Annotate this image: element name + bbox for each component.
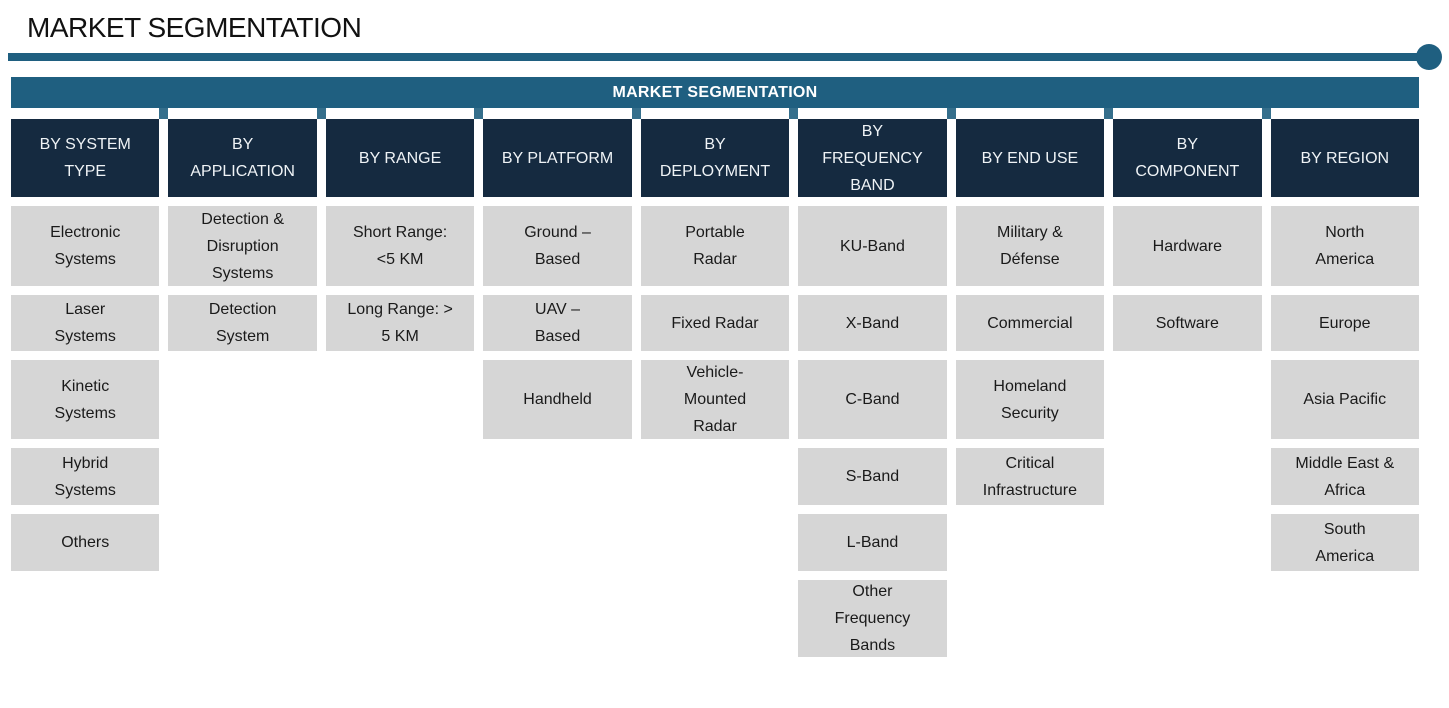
cell-ground-based: Ground – Based [483, 206, 632, 286]
column-header-by-frequency-band: BY FREQUENCY BAND [798, 119, 947, 197]
title-underline-rule [8, 53, 1429, 61]
column-header-by-range: BY RANGE [325, 119, 475, 197]
cell-other-frequency-bands: Other Frequency Bands [798, 580, 947, 657]
column-header-by-application: BY APPLICATION [168, 119, 317, 197]
segmentation-banner: MARKET SEGMENTATION [11, 77, 1419, 108]
column-divider-notch [1104, 108, 1113, 119]
banner-title: MARKET SEGMENTATION [612, 83, 818, 101]
segmentation-grid: BY SYSTEM TYPE BY APPLICATION BY RANGE B… [11, 119, 1419, 657]
cell-l-band: L-Band [798, 514, 947, 571]
cell-military-defense: Military & Défense [955, 206, 1105, 286]
column-divider-notch [789, 108, 798, 119]
cell-x-band: X-Band [798, 295, 947, 351]
column-divider-notch [317, 108, 326, 119]
column-divider-notch [632, 108, 641, 119]
cell-handheld: Handheld [483, 360, 632, 439]
title-underline-dot [1416, 44, 1442, 70]
cell-vehicle-mounted-radar: Vehicle- Mounted Radar [640, 360, 790, 439]
cell-others: Others [11, 514, 160, 571]
cell-electronic-systems: Electronic Systems [11, 206, 160, 286]
column-header-by-deployment: BY DEPLOYMENT [640, 119, 790, 197]
column-header-by-platform: BY PLATFORM [483, 119, 632, 197]
column-divider-notch [159, 108, 168, 119]
cell-short-range: Short Range: <5 KM [325, 206, 475, 286]
cell-s-band: S-Band [798, 448, 947, 505]
cell-asia-pacific: Asia Pacific [1270, 360, 1419, 439]
column-header-by-end-use: BY END USE [955, 119, 1105, 197]
cell-commercial: Commercial [955, 295, 1105, 351]
cell-portable-radar: Portable Radar [640, 206, 790, 286]
cell-laser-systems: Laser Systems [11, 295, 160, 351]
cell-homeland-security: Homeland Security [955, 360, 1105, 439]
column-header-by-region: BY REGION [1270, 119, 1419, 197]
column-header-by-system-type: BY SYSTEM TYPE [11, 119, 160, 197]
column-divider-notch [1262, 108, 1271, 119]
cell-hardware: Hardware [1113, 206, 1262, 286]
cell-long-range: Long Range: > 5 KM [325, 295, 475, 351]
cell-fixed-radar: Fixed Radar [640, 295, 790, 351]
cell-uav-based: UAV – Based [483, 295, 632, 351]
cell-north-america: North America [1270, 206, 1419, 286]
cell-detection-system: Detection System [168, 295, 317, 351]
cell-critical-infrastructure: Critical Infrastructure [955, 448, 1105, 505]
cell-hybrid-systems: Hybrid Systems [11, 448, 160, 505]
cell-middle-east-africa: Middle East & Africa [1270, 448, 1419, 505]
cell-kinetic-systems: Kinetic Systems [11, 360, 160, 439]
column-divider-notch [947, 108, 956, 119]
cell-south-america: South America [1270, 514, 1419, 571]
cell-detection-disruption-systems: Detection & Disruption Systems [168, 206, 317, 286]
column-header-by-component: BY COMPONENT [1113, 119, 1262, 197]
page-title: MARKET SEGMENTATION [27, 12, 362, 43]
column-divider-notch [474, 108, 483, 119]
cell-software: Software [1113, 295, 1262, 351]
cell-ku-band: KU-Band [798, 206, 947, 286]
cell-europe: Europe [1270, 295, 1419, 351]
cell-c-band: C-Band [798, 360, 947, 439]
